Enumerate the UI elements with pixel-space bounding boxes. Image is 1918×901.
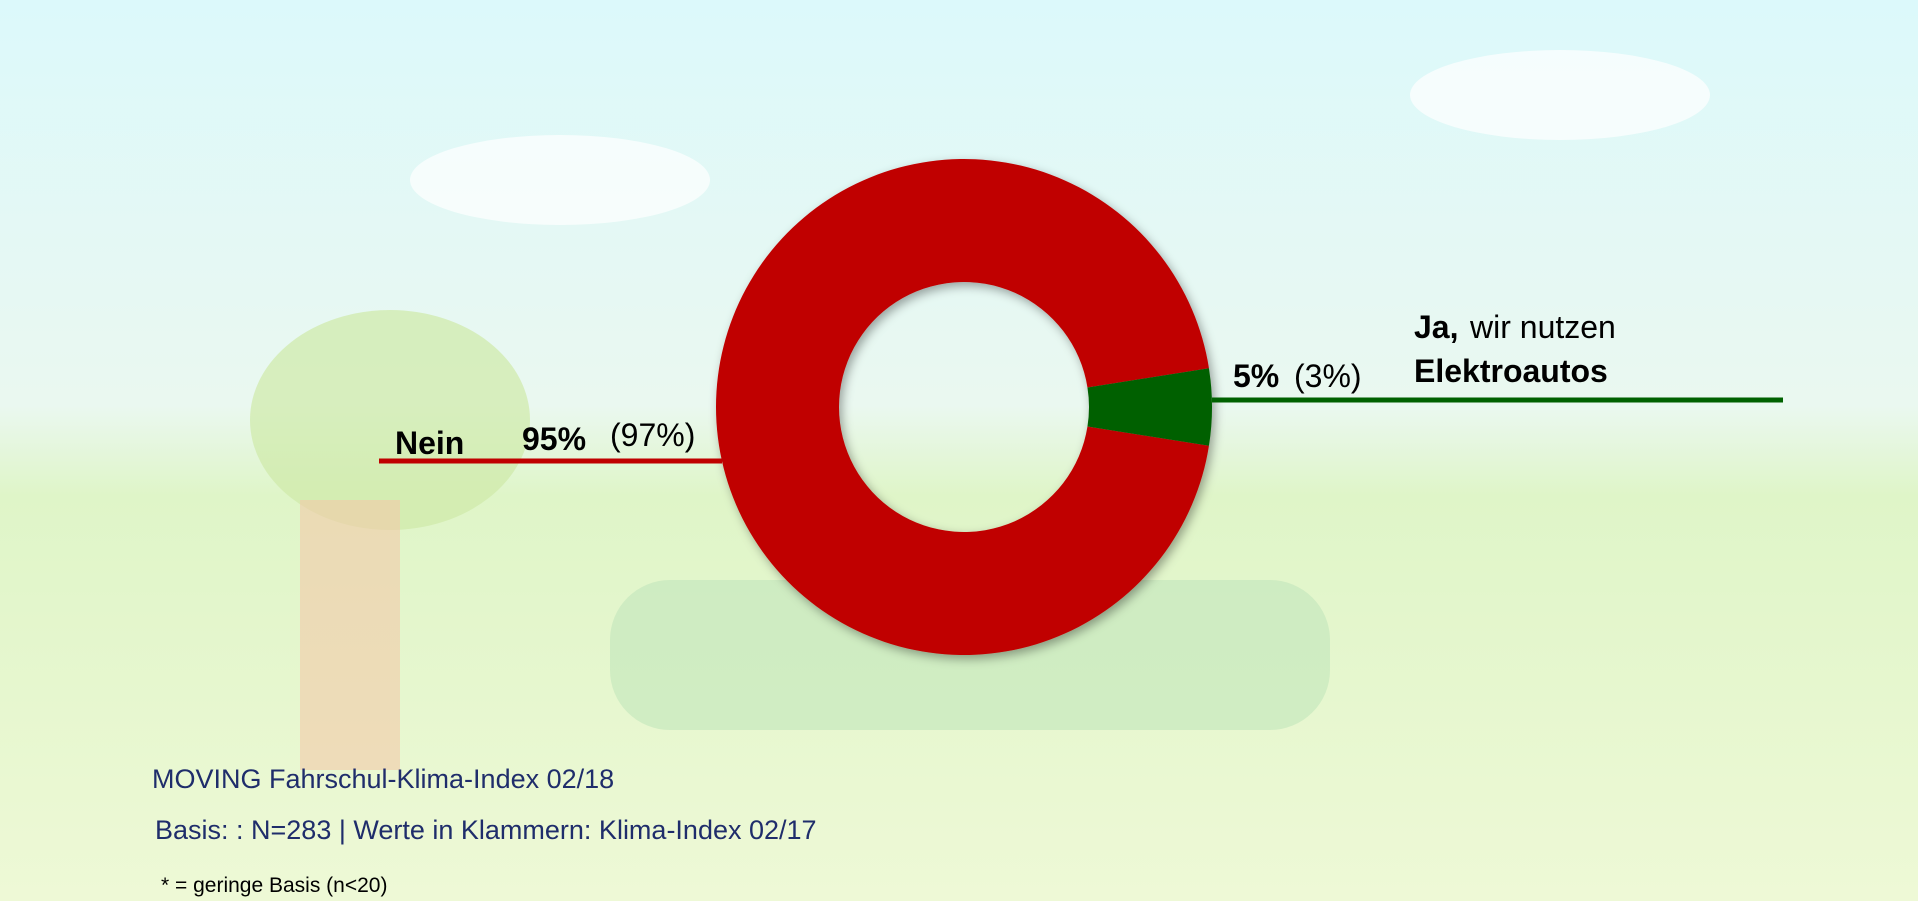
category-label: Nein [395,425,464,461]
category-label: Ja, [1414,309,1458,345]
value-label: 95% [522,421,586,457]
footer-title: MOVING Fahrschul-Klima-Index 02/18 [152,764,614,794]
chart: Nein 95% (97%) 5% (3%) Ja, wir nutzen Elektroau… [0,0,1918,901]
tree-trunk [300,500,400,770]
annotation: wir nutzen [1469,309,1616,345]
value-label: 5% [1233,358,1279,394]
footer-note: * = geringe Basis (n<20) [161,874,387,897]
cloud [1410,50,1710,140]
page: {"chart_data": {"type": "donut", "catego… [0,0,1918,901]
cloud [410,135,710,225]
footer-basis: Basis: : N=283 | Werte in Klammern: Klim… [155,815,817,845]
previous-value-label: (3%) [1294,358,1362,394]
tree-crown [250,310,530,530]
previous-value-label: (97%) [610,417,695,453]
annotation: Elektroautos [1414,353,1608,389]
